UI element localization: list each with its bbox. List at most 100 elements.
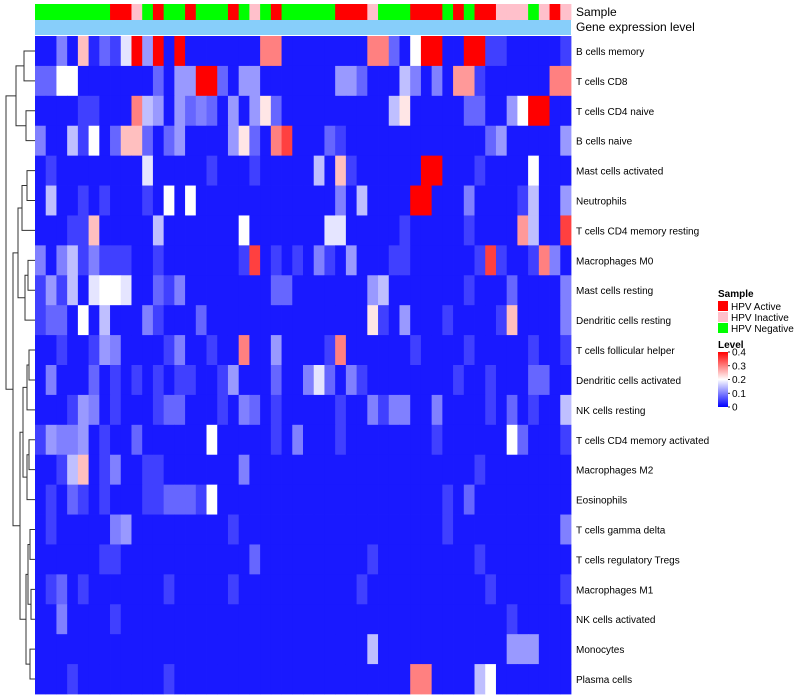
heatmap-cell	[378, 95, 390, 127]
heatmap-cell	[238, 544, 250, 575]
heatmap-cell	[345, 394, 357, 426]
heatmap-cell	[77, 245, 89, 276]
heatmap-cell	[195, 305, 207, 336]
sample-track-cell	[528, 4, 540, 20]
heatmap-cell	[131, 305, 143, 336]
heatmap-cell	[152, 454, 165, 486]
heatmap-cell	[77, 604, 89, 635]
heatmap-cell	[120, 275, 132, 306]
heatmap-cell	[281, 125, 293, 157]
heatmap-cell	[99, 215, 111, 246]
heatmap-cell	[474, 95, 486, 127]
heatmap-cell	[549, 604, 561, 635]
heatmap-cell	[99, 155, 111, 186]
heatmap-cell	[335, 305, 347, 336]
heatmap-cell	[378, 36, 390, 67]
dendrogram-branch	[12, 252, 20, 527]
heatmap-cell	[77, 335, 89, 366]
heatmap-cell	[56, 65, 68, 97]
heatmap-cell	[420, 484, 433, 515]
heatmap-cell	[249, 424, 261, 456]
heatmap-cell	[560, 95, 572, 127]
heatmap-cell	[538, 65, 550, 97]
heatmap-cell	[131, 36, 143, 67]
heatmap-cell	[292, 634, 304, 665]
heatmap-cell	[152, 574, 165, 605]
heatmap-cell	[528, 185, 540, 216]
heatmap-cell	[217, 245, 229, 276]
heatmap-cell	[528, 36, 540, 67]
heatmap-cell	[281, 514, 293, 545]
heatmap-cell	[260, 454, 272, 486]
heatmap-cell	[345, 125, 357, 157]
heatmap-cell	[431, 95, 443, 127]
heatmap-cell	[388, 365, 400, 396]
heatmap-cell	[442, 394, 454, 426]
heatmap-cell	[538, 484, 550, 515]
heatmap-cell	[335, 514, 347, 545]
heatmap-cell	[431, 604, 443, 635]
heatmap-cells	[35, 36, 572, 695]
heatmap-cell	[313, 484, 325, 515]
heatmap-cell	[549, 514, 561, 545]
heatmap-cell	[303, 155, 315, 186]
heatmap-cell	[227, 634, 240, 665]
sample-track-cell	[174, 4, 186, 20]
heatmap-cell	[56, 185, 68, 216]
heatmap-cell	[356, 65, 368, 97]
heatmap-cell	[442, 245, 454, 276]
heatmap-cell	[528, 484, 540, 515]
heatmap-cell	[410, 394, 422, 426]
heatmap-cell	[399, 335, 411, 366]
heatmap-cell	[420, 155, 433, 186]
heatmap-cell	[420, 514, 433, 545]
heatmap-cell	[227, 125, 240, 157]
heatmap-cell	[528, 454, 540, 486]
heatmap-cell	[528, 65, 540, 97]
sample-track-cell	[399, 4, 411, 20]
heatmap-cell	[120, 365, 132, 396]
heatmap-cell	[110, 275, 122, 306]
heatmap-cell	[506, 36, 518, 67]
sample-track-cell	[431, 4, 443, 20]
sample-legend-swatch	[718, 301, 728, 311]
heatmap-cell	[227, 245, 240, 276]
heatmap-cell	[292, 185, 304, 216]
heatmap-cell	[45, 664, 57, 695]
heatmap-cell	[560, 574, 572, 605]
heatmap-cell	[495, 394, 508, 426]
heatmap-cell	[367, 275, 379, 306]
heatmap-cell	[399, 305, 411, 336]
heatmap-cell	[506, 305, 518, 336]
sample-track-cell	[163, 4, 175, 20]
heatmap-cell	[410, 245, 422, 276]
heatmap-cell	[453, 514, 465, 545]
heatmap-cell	[303, 544, 315, 575]
heatmap-cell	[152, 484, 165, 515]
heatmap-cell	[442, 125, 454, 157]
heatmap-cell	[345, 484, 357, 515]
heatmap-cell	[120, 604, 132, 635]
heatmap-cell	[560, 125, 572, 157]
heatmap-cell	[120, 544, 132, 575]
heatmap-cell	[270, 215, 282, 246]
heatmap-cell	[485, 484, 497, 515]
heatmap-cell	[185, 424, 197, 456]
row-label: B cells memory	[576, 47, 644, 58]
heatmap-cell	[367, 664, 379, 695]
sample-track-cell	[506, 4, 518, 20]
heatmap-cell	[152, 365, 165, 396]
heatmap-cell	[335, 125, 347, 157]
heatmap-cell	[538, 305, 550, 336]
heatmap-cell	[227, 664, 240, 695]
heatmap-cell	[35, 634, 47, 665]
sample-track-cell	[442, 4, 454, 20]
heatmap-cell	[35, 424, 47, 456]
row-label: Plasma cells	[576, 675, 632, 686]
heatmap-cell	[495, 185, 508, 216]
heatmap-cell	[549, 424, 561, 456]
heatmap-cell	[485, 335, 497, 366]
heatmap-cell	[517, 394, 529, 426]
heatmap-cell	[399, 245, 411, 276]
heatmap-cell	[292, 454, 304, 486]
